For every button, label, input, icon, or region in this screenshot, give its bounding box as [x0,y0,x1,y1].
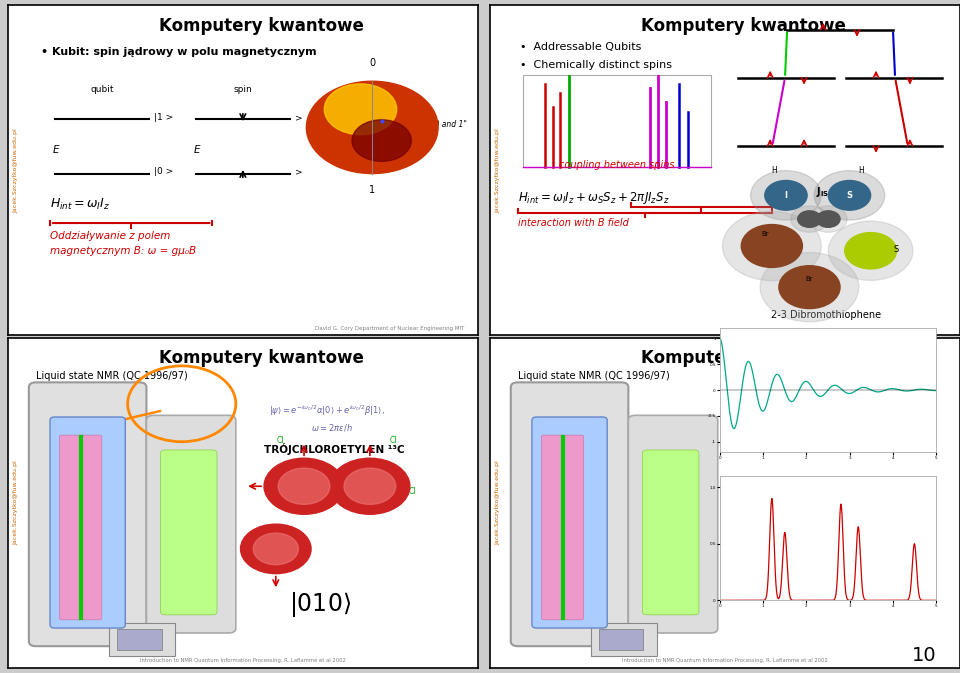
Text: •  Addressable Qubits: • Addressable Qubits [520,42,641,52]
Circle shape [278,468,330,504]
Circle shape [845,233,897,269]
FancyBboxPatch shape [147,415,236,633]
Text: S: S [847,191,852,200]
Circle shape [324,84,396,135]
Text: Oddziaływanie z polem: Oddziaływanie z polem [50,232,170,242]
Circle shape [330,458,410,514]
Text: $\omega = 2\pi\epsilon/h$: $\omega = 2\pi\epsilon/h$ [311,422,353,433]
Circle shape [779,266,840,309]
Text: $H_{int}=\omega_I I_z$: $H_{int}=\omega_I I_z$ [50,197,110,212]
Text: Komputery kwantowe: Komputery kwantowe [159,17,364,35]
Text: 2-3 Dibromothiophene: 2-3 Dibromothiophene [771,310,881,320]
Text: E: E [53,145,59,155]
Circle shape [241,524,311,573]
Text: Introduction to NMR Quantum Information Processing, R. Laflamme et al 2002: Introduction to NMR Quantum Information … [622,658,828,663]
Text: TRÓJCHLOROETYLEN ¹³C: TRÓJCHLOROETYLEN ¹³C [264,444,405,456]
Text: H: H [858,166,864,175]
Text: spin: spin [233,85,252,94]
Text: coupling between spins: coupling between spins [559,160,674,170]
Text: Jacek.Szczytko@fuw.edu.pl: Jacek.Szczytko@fuw.edu.pl [13,128,18,213]
Text: Cl: Cl [408,487,416,497]
Text: Jacek.Szczytko@fuw.edu.pl: Jacek.Szczytko@fuw.edu.pl [495,128,500,213]
FancyBboxPatch shape [642,450,699,615]
FancyBboxPatch shape [629,415,718,633]
FancyBboxPatch shape [590,623,657,656]
Text: >: > [295,168,302,176]
FancyBboxPatch shape [541,435,584,620]
Text: >: > [295,113,302,122]
Text: qubit: qubit [90,85,113,94]
Text: Jacek.Szczytko@fuw.edu.pl: Jacek.Szczytko@fuw.edu.pl [13,460,18,545]
Circle shape [306,81,438,174]
FancyBboxPatch shape [60,435,102,620]
Text: Br: Br [805,276,813,282]
Text: $|010\rangle$: $|010\rangle$ [289,590,351,619]
Text: 10: 10 [911,646,936,665]
Circle shape [741,225,803,267]
Circle shape [814,170,885,220]
Text: Br: Br [761,232,769,238]
FancyBboxPatch shape [108,623,175,656]
Text: 1: 1 [370,185,375,195]
Text: $|\psi\rangle = e^{-i\omega_0/2}\alpha|0\rangle + e^{i\omega_0/2}\beta|1\rangle,: $|\psi\rangle = e^{-i\omega_0/2}\alpha|0… [269,404,385,418]
Text: • Kubit: spin jądrowy w polu magnetycznym: • Kubit: spin jądrowy w polu magnetyczny… [40,46,316,57]
Text: Komputery kwantowe: Komputery kwantowe [159,349,364,367]
Circle shape [798,211,821,227]
Circle shape [253,533,299,565]
Text: Komputery kwantowe: Komputery kwantowe [641,17,846,35]
Circle shape [344,468,396,504]
Text: $|\psi\rangle = e^{-i\omega_0/2}\alpha|0\rangle + e^{i\omega_0/2}\beta|1\rangle,: $|\psi\rangle = e^{-i\omega_0/2}\alpha|0… [751,404,867,418]
Circle shape [817,211,840,227]
Text: •  Chemically distinct spins: • Chemically distinct spins [520,60,672,70]
FancyBboxPatch shape [522,75,710,167]
FancyBboxPatch shape [50,417,125,628]
Text: $\omega = 2\pi\epsilon/h$: $\omega = 2\pi\epsilon/h$ [793,422,835,433]
Text: "0 and 1": "0 and 1" [431,120,467,129]
Text: magnetycznym B: ω = gμ₀B: magnetycznym B: ω = gμ₀B [50,246,196,256]
Text: Liquid state NMR (QC 1996/97): Liquid state NMR (QC 1996/97) [36,371,187,381]
FancyBboxPatch shape [29,382,147,646]
Circle shape [791,206,828,232]
Text: David G. Cory Department of Nuclear Engineering MIT: David G. Cory Department of Nuclear Engi… [315,326,464,331]
Text: Komputery kwantowe: Komputery kwantowe [641,349,846,367]
Circle shape [760,252,859,322]
Circle shape [765,180,807,210]
Circle shape [828,221,913,281]
Text: interaction with B field: interaction with B field [517,218,629,228]
Text: Introduction to NMR Quantum Information Processing, R. Laflamme et al 2002: Introduction to NMR Quantum Information … [140,658,346,663]
Circle shape [751,170,821,220]
Circle shape [828,180,871,210]
Circle shape [352,120,411,162]
Text: Jacek.Szczytko@fuw.edu.pl: Jacek.Szczytko@fuw.edu.pl [495,460,500,545]
Text: |1 >: |1 > [154,113,173,122]
FancyBboxPatch shape [117,629,161,650]
Text: H: H [771,166,777,175]
Text: Cl: Cl [390,436,397,446]
Text: Liquid state NMR (QC 1996/97): Liquid state NMR (QC 1996/97) [517,371,669,381]
Text: E: E [194,145,200,155]
Text: S: S [894,244,900,254]
FancyBboxPatch shape [160,450,217,615]
Text: 0: 0 [370,58,375,68]
Circle shape [264,458,344,514]
Text: $\mathbf{J_{IS}}$: $\mathbf{J_{IS}}$ [816,185,829,199]
Text: I: I [784,191,787,200]
Text: Cl: Cl [276,436,284,446]
FancyBboxPatch shape [511,382,629,646]
FancyBboxPatch shape [532,417,608,628]
FancyBboxPatch shape [599,629,643,650]
Text: $H_{int}=\omega_I I_z+\omega_S S_z+2\pi J I_z S_z$: $H_{int}=\omega_I I_z+\omega_S S_z+2\pi … [517,190,669,206]
Text: |0 >: |0 > [154,168,173,176]
Circle shape [809,206,847,232]
Circle shape [723,211,821,281]
